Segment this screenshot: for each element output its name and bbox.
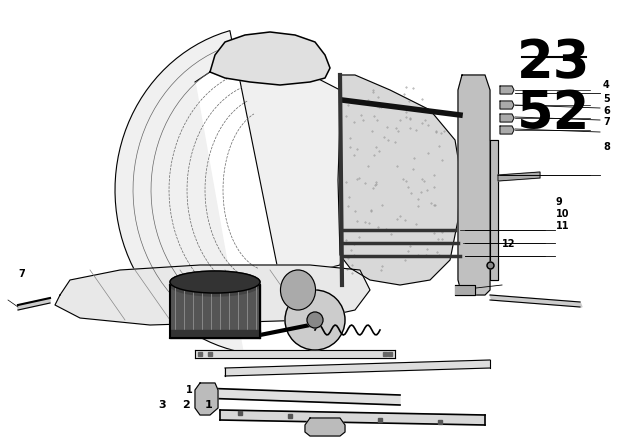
Polygon shape [500, 114, 514, 122]
Text: 9: 9 [556, 198, 563, 207]
Polygon shape [170, 330, 260, 338]
Polygon shape [490, 140, 498, 280]
Text: 4: 4 [603, 80, 610, 90]
Polygon shape [500, 101, 514, 109]
Circle shape [307, 312, 323, 328]
Text: 2: 2 [182, 401, 190, 410]
Text: 5: 5 [603, 95, 610, 104]
Text: 11: 11 [556, 221, 569, 231]
Polygon shape [55, 265, 370, 325]
Circle shape [285, 290, 345, 350]
Polygon shape [338, 75, 460, 285]
Text: 7: 7 [18, 269, 25, 279]
Polygon shape [498, 172, 540, 181]
Text: 7: 7 [603, 117, 610, 127]
Polygon shape [458, 75, 490, 295]
Polygon shape [210, 32, 330, 85]
Polygon shape [455, 285, 475, 295]
Text: 1: 1 [205, 401, 212, 410]
Polygon shape [490, 295, 582, 307]
Text: 6: 6 [603, 106, 610, 116]
Polygon shape [195, 383, 218, 415]
Polygon shape [225, 360, 490, 376]
Text: 23: 23 [517, 38, 590, 90]
Polygon shape [305, 418, 345, 436]
Polygon shape [500, 86, 514, 94]
Text: 52: 52 [517, 88, 590, 140]
Text: 3: 3 [159, 401, 166, 410]
Text: 12: 12 [502, 239, 516, 249]
Ellipse shape [170, 271, 260, 293]
Polygon shape [220, 410, 485, 425]
Polygon shape [115, 30, 355, 353]
Polygon shape [200, 388, 400, 405]
Ellipse shape [170, 274, 260, 296]
Text: 8: 8 [603, 142, 610, 152]
Polygon shape [500, 126, 514, 134]
Text: 10: 10 [556, 209, 569, 219]
Polygon shape [18, 298, 50, 310]
Polygon shape [170, 285, 260, 335]
Ellipse shape [280, 270, 316, 310]
Polygon shape [195, 350, 395, 358]
Text: 1: 1 [186, 385, 193, 395]
